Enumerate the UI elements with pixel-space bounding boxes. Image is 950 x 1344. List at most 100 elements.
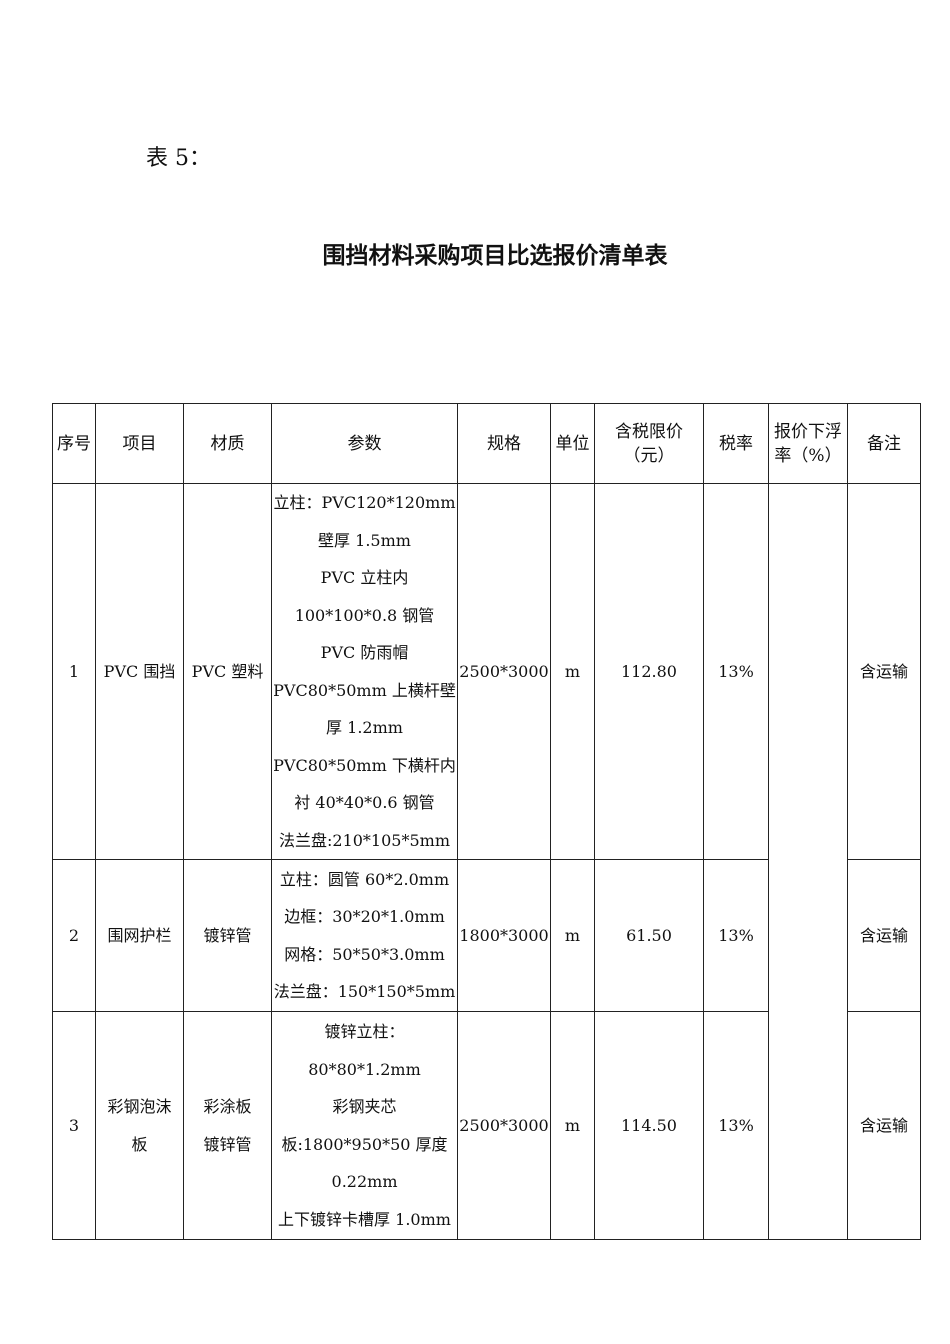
no-cell-text: 3 bbox=[68, 1115, 80, 1135]
params-cell-line: 80*80*1.2mm bbox=[308, 1059, 421, 1079]
unit-cell: m bbox=[550, 1011, 595, 1240]
params-cell-line: PVC 防雨帽 bbox=[320, 643, 409, 662]
no-cell: 2 bbox=[52, 859, 96, 1012]
header-cell-line: 含税限价 bbox=[615, 421, 683, 442]
no-cell-text: 1 bbox=[68, 661, 80, 681]
header-cell: 规格 bbox=[457, 403, 551, 484]
params-cell-line: 板:1800*950*50 厚度 bbox=[281, 1134, 448, 1154]
header-cell-line: 税率 bbox=[719, 433, 753, 454]
no-cell: 1 bbox=[52, 483, 96, 860]
item-cell-line: 彩钢泡沫 bbox=[107, 1097, 172, 1116]
spec-cell: 2500*3000 bbox=[457, 1011, 551, 1240]
params-cell-line: 立柱：PVC120*120mm bbox=[273, 493, 456, 512]
remark-cell: 含运输 bbox=[847, 483, 921, 860]
header-cell: 材质 bbox=[183, 403, 272, 484]
no-cell: 3 bbox=[52, 1011, 96, 1240]
header-cell: 含税限价 （元） bbox=[594, 403, 704, 484]
document-title: 围挡材料采购项目比选报价清单表 bbox=[322, 242, 668, 269]
tax-cell: 13% bbox=[703, 859, 769, 1012]
header-cell-line: 材质 bbox=[210, 433, 245, 454]
params-cell-line: 衬 40*40*0.6 钢管 bbox=[294, 793, 435, 812]
item-cell: 围网护栏 bbox=[95, 859, 184, 1012]
material-cell-line: 镀锌管 bbox=[203, 925, 252, 945]
spec-cell-text: 2500*3000 bbox=[459, 1115, 549, 1135]
remark-cell: 含运输 bbox=[847, 1011, 921, 1240]
item-cell: PVC 围挡 bbox=[95, 483, 184, 860]
no-cell-text: 2 bbox=[68, 925, 80, 945]
header-cell-line: 规格 bbox=[487, 433, 521, 454]
material-cell: 镀锌管 bbox=[183, 859, 272, 1012]
spec-cell-text: 2500*3000 bbox=[459, 661, 549, 681]
unit-cell-text: m bbox=[564, 925, 581, 945]
item-cell-line: 围网护栏 bbox=[107, 925, 172, 945]
header-cell-line: 报价下浮 bbox=[774, 421, 842, 442]
header-cell-line: 参数 bbox=[347, 433, 382, 454]
price-cell: 114.50 bbox=[594, 1011, 704, 1240]
item-cell-line: 板 bbox=[131, 1134, 148, 1154]
header-cell-line: 备注 bbox=[867, 433, 901, 454]
material-cell: 彩涂板 镀锌管 bbox=[183, 1011, 272, 1240]
tax-cell-text: 13% bbox=[718, 661, 754, 681]
params-cell-line: 壁厚 1.5mm bbox=[318, 530, 411, 550]
remark-cell: 含运输 bbox=[847, 859, 921, 1012]
spec-cell: 1800*3000 bbox=[457, 859, 551, 1012]
data-row: 2 围网护栏 镀锌管 立柱：圆管 60*2.0mm 边框：30*20*1.0mm 网格：5… bbox=[52, 859, 921, 1012]
params-cell-line: 立柱：圆管 60*2.0mm bbox=[279, 869, 450, 889]
params-cell-line: PVC80*50mm 上横杆壁 bbox=[273, 680, 456, 700]
unit-cell-text: m bbox=[564, 661, 581, 681]
data-row: 3 彩钢泡沫板 彩涂板镀锌管 镀锌立柱： 80*80*1.2mm 彩钢夹芯板:1800*9… bbox=[52, 1011, 921, 1240]
header-cell-line: 项目 bbox=[122, 433, 157, 454]
price-cell-text: 61.50 bbox=[626, 925, 672, 945]
params-cell-line: 边框：30*20*1.0mm bbox=[284, 907, 445, 926]
price-cell-text: 114.50 bbox=[621, 1115, 677, 1135]
header-cell: 税率 bbox=[703, 403, 769, 484]
tax-cell: 13% bbox=[703, 1011, 769, 1240]
price-cell: 61.50 bbox=[594, 859, 704, 1012]
header-cell-line: 单位 bbox=[555, 433, 590, 454]
float-rate-cell bbox=[768, 483, 848, 1240]
remark-cell-text: 含运输 bbox=[859, 925, 908, 945]
price-cell-text: 112.80 bbox=[621, 661, 677, 681]
params-cell-line: 彩钢夹芯 bbox=[332, 1097, 397, 1116]
data-row: 1 PVC 围挡 PVC 塑料 立柱：PVC120*120mm 壁厚 1.5mm PVC … bbox=[52, 483, 921, 1240]
material-cell: PVC 塑料 bbox=[183, 483, 272, 860]
header-cell: 报价下浮率（%） bbox=[768, 403, 848, 484]
header-cell: 参数 bbox=[271, 403, 458, 484]
header-cell-line: 率（%） bbox=[774, 445, 842, 466]
params-cell-line: 上下镀锌卡槽厚 1.0mm bbox=[278, 1209, 451, 1229]
params-cell-line: 网格：50*50*3.0mm bbox=[284, 944, 445, 964]
params-cell-line: PVC 立柱内 bbox=[320, 568, 409, 587]
params-cell: 立柱：PVC120*120mm 壁厚 1.5mm PVC 立柱内 100*100*0.… bbox=[271, 483, 458, 860]
header-cell-line: （元） bbox=[623, 445, 675, 466]
params-cell-line: 法兰盘:210*105*5mm bbox=[279, 830, 450, 850]
params-cell-line: 法兰盘：150*150*5mm bbox=[273, 982, 456, 1001]
material-cell-line: 镀锌管 bbox=[203, 1134, 252, 1154]
params-cell: 立柱：圆管 60*2.0mm 边框：30*20*1.0mm 网格：50*50*3.0… bbox=[271, 859, 458, 1012]
spec-cell-text: 1800*3000 bbox=[459, 925, 549, 945]
tax-cell-text: 13% bbox=[718, 1115, 754, 1135]
params-cell-line: 镀锌立柱： bbox=[324, 1022, 405, 1041]
params-cell-line: 0.22mm bbox=[331, 1172, 398, 1191]
unit-cell-text: m bbox=[564, 1115, 581, 1135]
material-cell-line: 彩涂板 bbox=[203, 1097, 252, 1116]
header-cell: 单位 bbox=[550, 403, 595, 484]
header-row: 序号 项目 材质 参数 规格 单位 含税限价 （元） 税率 报价下浮率（%） 备注 bbox=[52, 403, 921, 484]
material-cell-line: PVC 塑料 bbox=[191, 661, 264, 681]
params-cell-line: 100*100*0.8 钢管 bbox=[294, 605, 435, 625]
remark-cell-text: 含运输 bbox=[859, 661, 908, 681]
header-cell: 序号 bbox=[52, 403, 96, 484]
params-cell-line: 厚 1.2mm bbox=[326, 718, 403, 737]
unit-cell: m bbox=[550, 859, 595, 1012]
table-label: 表 5： bbox=[146, 146, 211, 171]
params-cell-line: PVC80*50mm 下横杆内 bbox=[273, 755, 456, 775]
tax-cell: 13% bbox=[703, 483, 769, 860]
header-cell-line: 序号 bbox=[57, 433, 91, 454]
item-cell-line: PVC 围挡 bbox=[103, 661, 176, 681]
price-cell: 112.80 bbox=[594, 483, 704, 860]
unit-cell: m bbox=[550, 483, 595, 860]
quote-table: 序号 项目 材质 参数 规格 单位 含税限价 （元） 税率 报价下浮率（%） 备注 1 PVC 围挡 PV… bbox=[52, 403, 921, 1240]
header-cell: 备注 bbox=[847, 403, 921, 484]
params-cell: 镀锌立柱： 80*80*1.2mm 彩钢夹芯板:1800*950*50 厚度 0.22… bbox=[271, 1011, 458, 1240]
remark-cell-text: 含运输 bbox=[859, 1115, 908, 1135]
